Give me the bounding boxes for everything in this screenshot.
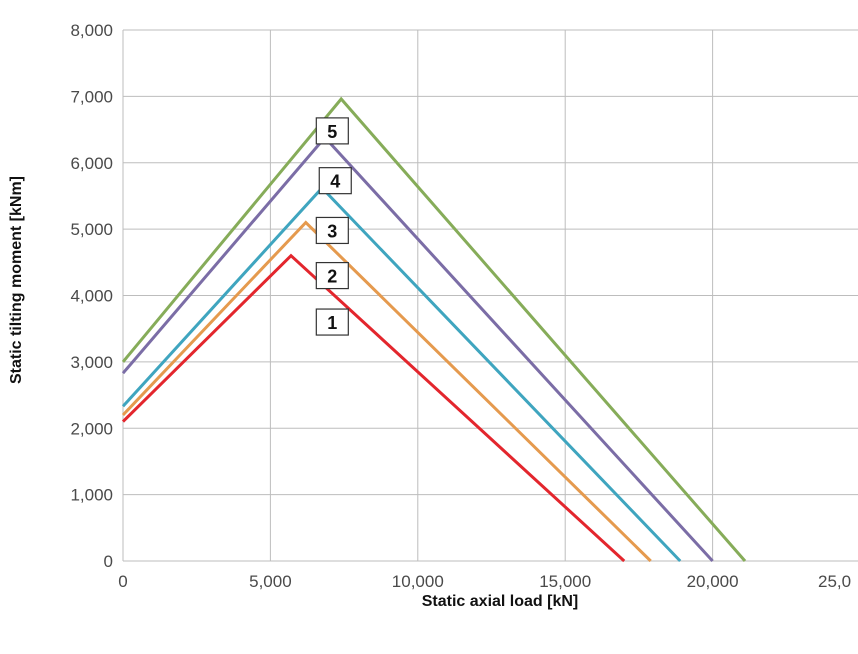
series-label-5: 5 xyxy=(315,117,349,145)
series-labels: 1 2 3 4 5 xyxy=(315,117,352,336)
series-label-text: 1 xyxy=(327,313,337,333)
series-line-5 xyxy=(121,96,747,562)
y-tick-label: 3,000 xyxy=(70,353,113,372)
y-tick-label: 2,000 xyxy=(70,419,113,438)
series-label-box xyxy=(315,117,349,145)
x-tick-label: 0 xyxy=(118,572,127,591)
y-tick-label: 0 xyxy=(104,552,113,571)
series-label-box xyxy=(315,216,349,245)
series-line-3 xyxy=(121,185,682,563)
y-tick-labels: 0 1,000 2,000 3,000 4,000 5,000 6,000 7,000 8,00… xyxy=(70,21,113,571)
y-tick-label: 6,000 xyxy=(70,154,113,173)
grid xyxy=(122,29,858,562)
x-tick-label: 5,000 xyxy=(249,572,292,591)
series-label-box xyxy=(315,308,349,336)
series-line-1 xyxy=(121,253,626,563)
series-label-4: 4 xyxy=(318,167,352,195)
y-tick-label: 5,000 xyxy=(70,220,113,239)
x-tick-label: 20,000 xyxy=(687,572,739,591)
x-tick-labels: 0 5,000 10,000 15,000 20,000 25,0 xyxy=(118,572,851,591)
y-tick-label: 4,000 xyxy=(70,287,113,306)
series-label-box xyxy=(318,167,352,195)
x-tick-label: 25,0 xyxy=(818,572,851,591)
series-label-3: 3 xyxy=(315,216,349,245)
series-label-text: 3 xyxy=(327,221,337,241)
series-label-2: 2 xyxy=(315,261,349,290)
series-label-text: 5 xyxy=(327,122,337,142)
x-tick-label: 10,000 xyxy=(392,572,444,591)
y-axis-title: Static tilting moment [kNm] xyxy=(8,176,25,384)
y-tick-label: 1,000 xyxy=(70,486,113,505)
series-label-text: 2 xyxy=(327,267,337,287)
series-lines xyxy=(121,96,747,563)
y-tick-label: 8,000 xyxy=(70,21,113,40)
series-label-text: 4 xyxy=(330,172,340,192)
x-tick-label: 15,000 xyxy=(539,572,591,591)
series-label-box xyxy=(315,261,349,290)
series-label-1: 1 xyxy=(315,308,349,336)
x-axis-title: Static axial load [kN] xyxy=(422,593,579,610)
series-line-2 xyxy=(121,220,652,563)
y-tick-label: 7,000 xyxy=(70,87,113,106)
